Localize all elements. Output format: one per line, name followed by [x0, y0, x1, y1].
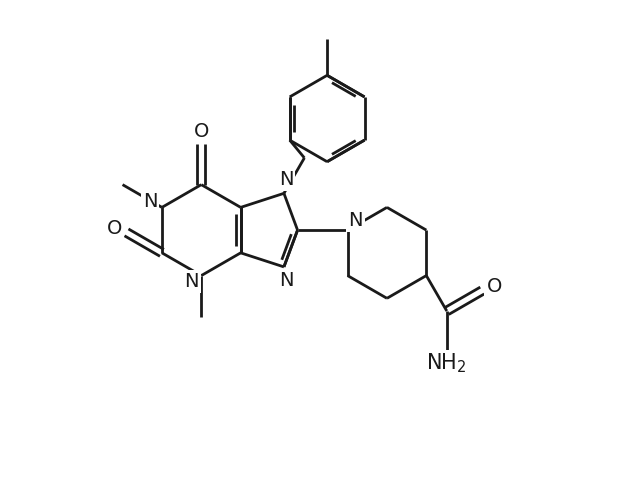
Text: N: N: [348, 211, 362, 230]
Text: N: N: [143, 192, 158, 211]
Text: O: O: [194, 122, 209, 142]
Text: O: O: [486, 277, 502, 296]
Text: N: N: [184, 272, 199, 291]
Text: N: N: [279, 271, 293, 290]
Text: O: O: [107, 219, 123, 238]
Text: NH$_2$: NH$_2$: [426, 352, 467, 375]
Text: N: N: [279, 170, 293, 189]
